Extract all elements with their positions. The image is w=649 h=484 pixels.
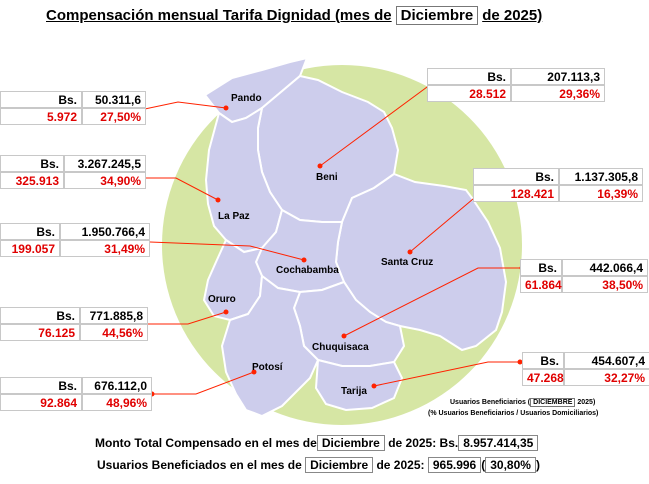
beneficiaries: 325.913 <box>0 172 64 189</box>
summary-users-line: Usuarios Beneficiados en el mes de Dicie… <box>97 457 540 473</box>
percent: 27,50% <box>82 108 146 125</box>
label-beni: Beni <box>316 172 338 183</box>
beneficiaries: 128.421 <box>473 185 559 202</box>
summary-users-percent: 30,80% <box>485 457 536 473</box>
card-beni: Bs. 207.113,3 28.512 29,36% <box>427 68 605 102</box>
beneficiaries: 61.864 <box>520 276 562 293</box>
percent: 29,36% <box>511 85 605 102</box>
currency: Bs. <box>473 168 559 185</box>
percent: 44,56% <box>80 324 148 341</box>
legend-note-line1: Usuarios Beneficiarios (DICIEMBRE 2025) <box>450 398 595 407</box>
summary-users-value: 965.996 <box>427 457 482 473</box>
currency: Bs. <box>0 223 60 240</box>
currency: Bs. <box>0 91 82 108</box>
beneficiaries: 199.057 <box>0 240 60 257</box>
amount: 454.607,4 <box>564 352 649 369</box>
leader-pando <box>139 101 227 111</box>
label-tarija: Tarija <box>341 386 367 397</box>
card-potosi: Bs. 676.112,0 92.864 48,96% <box>0 377 152 411</box>
card-tarija: Bs. 454.607,4 47.268 32,27% <box>522 352 649 386</box>
beneficiaries: 47.268 <box>522 369 564 386</box>
amount: 3.267.245,5 <box>64 155 146 172</box>
summary-total-prefix: Monto Total Compensado en el mes de <box>95 436 317 450</box>
leader-potosi <box>152 371 255 395</box>
percent: 31,49% <box>60 240 150 257</box>
summary-total-line: Monto Total Compensado en el mes de Dicie… <box>95 435 539 451</box>
percent: 48,96% <box>82 394 152 411</box>
amount: 207.113,3 <box>511 68 605 85</box>
label-cochabamba: Cochabamba <box>276 265 339 276</box>
beneficiaries: 76.125 <box>0 324 80 341</box>
card-santa-cruz: Bs. 1.137.305,8 128.421 16,39% <box>473 168 643 202</box>
marker-la-paz-region <box>215 197 221 203</box>
marker-cochabamba <box>301 257 307 263</box>
currency: Bs. <box>522 352 564 369</box>
amount: 442.066,4 <box>562 259 648 276</box>
marker-potosi-region <box>251 369 257 375</box>
marker-tarija-region <box>371 383 377 389</box>
card-oruro: Bs. 771.885,8 76.125 44,56% <box>0 307 148 341</box>
summary-users-middle: de 2025: <box>376 458 425 472</box>
summary-total-month: Diciembre <box>316 435 385 451</box>
beneficiaries: 28.512 <box>427 85 511 102</box>
marker-oruro <box>223 309 229 315</box>
amount: 676.112,0 <box>82 377 152 394</box>
amount: 50.311,6 <box>82 91 146 108</box>
percent: 34,90% <box>64 172 146 189</box>
marker-santa-cruz-region <box>407 249 413 255</box>
legend-note-prefix: Usuarios Beneficiarios ( <box>450 399 531 406</box>
leader-tarija <box>373 361 520 387</box>
label-oruro: Oruro <box>208 294 236 305</box>
leader-cochabamba <box>149 241 305 261</box>
card-la-paz: Bs. 3.267.245,5 325.913 34,90% <box>0 155 146 189</box>
percent: 38,50% <box>562 276 648 293</box>
legend-note-suffix: 2025) <box>577 399 596 406</box>
label-potosi: Potosí <box>252 362 283 373</box>
legend-note-month: DICIEMBRE <box>530 398 576 407</box>
label-chuquisaca: Chuquisaca <box>312 342 369 353</box>
title-suffix: de 2025) <box>482 7 543 24</box>
currency: Bs. <box>0 307 80 324</box>
percent: 32,27% <box>564 369 649 386</box>
currency: Bs. <box>0 155 64 172</box>
label-pando: Pando <box>231 93 262 104</box>
card-cochabamba: Bs. 1.950.766,4 199.057 31,49% <box>0 223 150 257</box>
label-la-paz: La Paz <box>218 211 250 222</box>
amount: 1.137.305,8 <box>559 168 643 185</box>
currency: Bs. <box>0 377 82 394</box>
currency: Bs. <box>520 259 562 276</box>
label-santa-cruz: Santa Cruz <box>381 257 434 268</box>
marker-pando-region <box>223 105 229 111</box>
currency: Bs. <box>427 68 511 85</box>
leader-la-paz <box>132 177 219 201</box>
title-month-box: Diciembre <box>395 6 479 25</box>
summary-total-middle: de 2025: Bs. <box>388 436 459 450</box>
card-pando: Bs. 50.311,6 5.972 27,50% <box>0 91 146 125</box>
percent: 16,39% <box>559 185 643 202</box>
beneficiaries: 92.864 <box>0 394 82 411</box>
marker-chuquisaca-region <box>341 333 347 339</box>
region-tarija <box>314 358 404 412</box>
marker-beni-region <box>317 163 323 169</box>
summary-users-prefix: Usuarios Beneficiados en el mes de <box>97 458 302 472</box>
leader-oruro <box>148 311 227 325</box>
amount: 1.950.766,4 <box>60 223 150 240</box>
beneficiaries: 5.972 <box>0 108 82 125</box>
summary-users-month: Diciembre <box>305 457 374 473</box>
summary-total-value: 8.957.414,35 <box>458 435 539 451</box>
page-title: Compensación mensual Tarifa Dignidad (me… <box>46 6 542 25</box>
legend-note-line2: (% Usuarios Beneficiarios / Usuarios Dom… <box>428 410 599 417</box>
title-prefix: Compensación mensual Tarifa Dignidad (me… <box>46 7 392 24</box>
card-chuquisaca: Bs. 442.066,4 61.864 38,50% <box>520 259 648 293</box>
amount: 771.885,8 <box>80 307 148 324</box>
leader-chuquisaca <box>343 267 522 337</box>
marker-tarija <box>517 359 523 365</box>
